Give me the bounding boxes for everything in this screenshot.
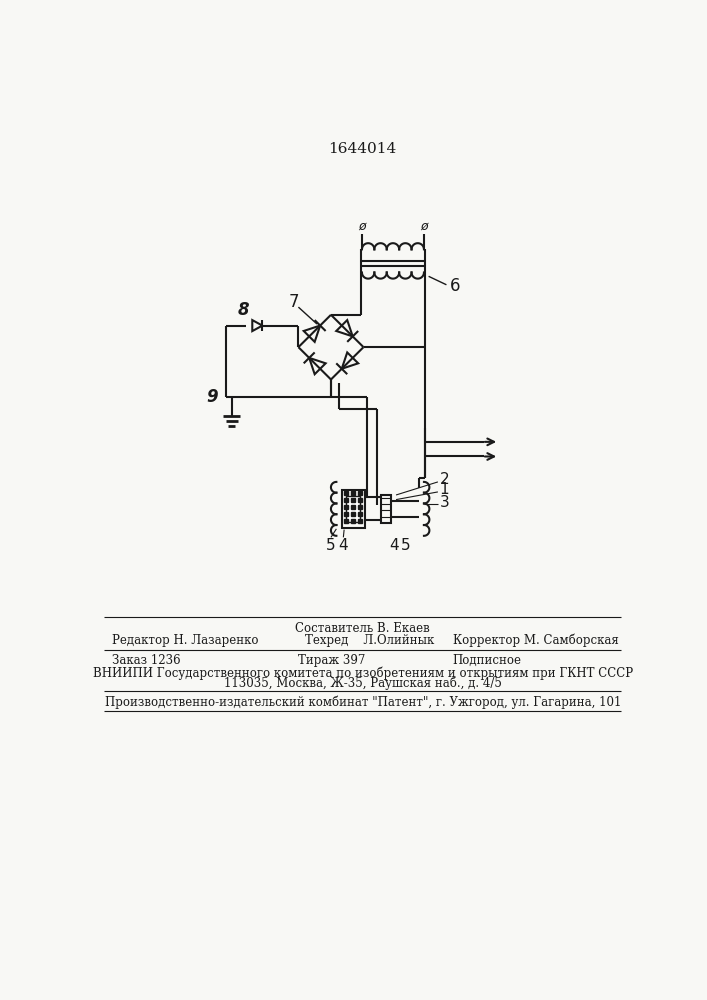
Text: 2: 2 [440, 472, 449, 487]
Text: 3: 3 [440, 495, 449, 510]
Text: 5: 5 [402, 538, 411, 553]
Text: Подписное: Подписное [452, 654, 522, 667]
Text: 6: 6 [450, 277, 460, 295]
Text: 1: 1 [440, 482, 449, 497]
Text: ø: ø [420, 219, 428, 232]
Text: Редактор Н. Лазаренко: Редактор Н. Лазаренко [112, 634, 258, 647]
Text: 4: 4 [339, 538, 348, 553]
Text: 4: 4 [390, 538, 399, 553]
Text: ВНИИПИ Государственного комитета по изобретениям и открытиям при ГКНТ СССР: ВНИИПИ Государственного комитета по изоб… [93, 666, 633, 680]
Text: Составитель В. Екаев: Составитель В. Екаев [296, 622, 430, 635]
Text: 7: 7 [288, 293, 299, 311]
Text: ø: ø [358, 219, 366, 232]
Text: 113035, Москва, Ж-35, Раушская наб., д. 4/5: 113035, Москва, Ж-35, Раушская наб., д. … [224, 677, 502, 690]
Text: Заказ 1236: Заказ 1236 [112, 654, 180, 667]
Text: Производственно-издательский комбинат "Патент", г. Ужгород, ул. Гагарина, 101: Производственно-издательский комбинат "П… [105, 695, 621, 709]
Text: Техред    Л.Олийнык: Техред Л.Олийнык [305, 634, 435, 647]
Bar [341, 490, 365, 528]
Text: 8: 8 [238, 301, 249, 319]
Text: Тираж 397: Тираж 397 [298, 654, 365, 667]
Text: 9: 9 [206, 388, 218, 406]
Text: 5: 5 [326, 538, 336, 553]
Text: 1644014: 1644014 [329, 142, 397, 156]
Bar [346, 496, 361, 522]
Bar [380, 495, 392, 523]
Text: Корректор М. Самборская: Корректор М. Самборская [452, 634, 619, 647]
